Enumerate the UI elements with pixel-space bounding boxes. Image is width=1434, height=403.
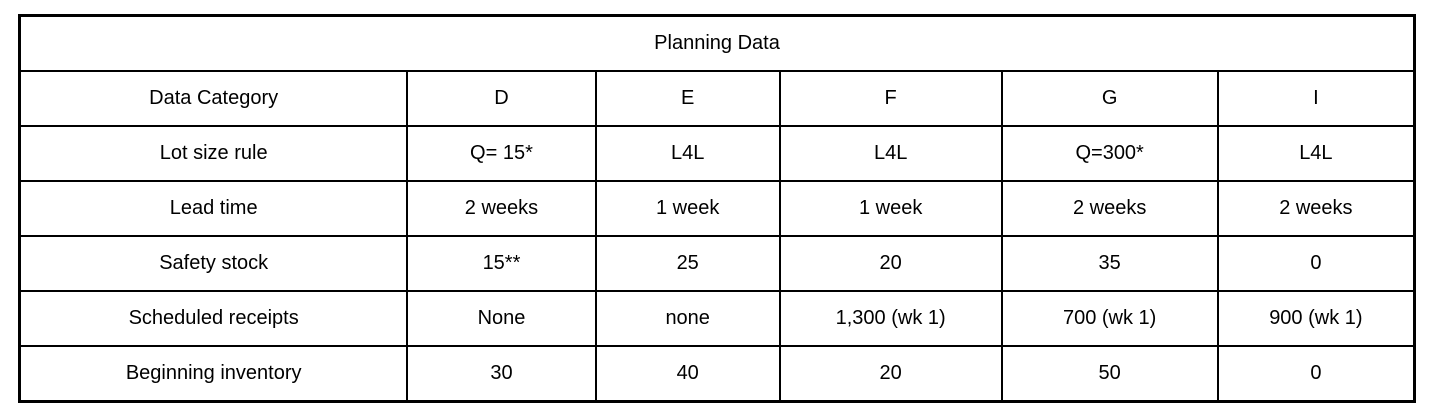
table-cell: Q=300* [1000, 125, 1219, 182]
table-cell: 1,300 (wk 1) [778, 290, 1003, 347]
table-cell: 35 [1000, 235, 1219, 292]
table-cell: 25 [594, 235, 781, 292]
column-header-e: E [594, 70, 781, 127]
table-cell: L4L [1216, 125, 1416, 182]
row-label: Lead time [18, 180, 409, 237]
table-cell: 700 (wk 1) [1000, 290, 1219, 347]
table-row-lead-time: Lead time 2 weeks 1 week 1 week 2 weeks … [18, 180, 1416, 237]
table-cell: 2 weeks [1216, 180, 1416, 237]
table-row-safety-stock: Safety stock 15** 25 20 35 0 [18, 235, 1416, 292]
table-cell: 0 [1216, 345, 1416, 403]
column-header-d: D [406, 70, 597, 127]
table-row-scheduled-receipts: Scheduled receipts None none 1,300 (wk 1… [18, 290, 1416, 347]
column-header-g: G [1000, 70, 1219, 127]
table-cell: 50 [1000, 345, 1219, 403]
row-label: Lot size rule [18, 125, 409, 182]
column-header-data-category: Data Category [18, 70, 409, 127]
column-header-i: I [1216, 70, 1416, 127]
row-label: Beginning inventory [18, 345, 409, 403]
row-label: Scheduled receipts [18, 290, 409, 347]
table-cell: 0 [1216, 235, 1416, 292]
table-cell: 900 (wk 1) [1216, 290, 1416, 347]
table-cell: L4L [594, 125, 781, 182]
table-cell: 2 weeks [1000, 180, 1219, 237]
table-row-lot-size-rule: Lot size rule Q= 15* L4L L4L Q=300* L4L [18, 125, 1416, 182]
column-header-f: F [778, 70, 1003, 127]
row-label: Safety stock [18, 235, 409, 292]
table-cell: 15** [406, 235, 597, 292]
table-cell: 2 weeks [406, 180, 597, 237]
table-cell: 20 [778, 345, 1003, 403]
table-cell: L4L [778, 125, 1003, 182]
table-row-beginning-inventory: Beginning inventory 30 40 20 50 0 [18, 345, 1416, 403]
table-title: Planning Data [18, 14, 1416, 72]
table-cell: 1 week [778, 180, 1003, 237]
table-cell: 40 [594, 345, 781, 403]
title-row: Planning Data [18, 14, 1416, 72]
table-cell: None [406, 290, 597, 347]
table-cell: 20 [778, 235, 1003, 292]
table-cell: none [594, 290, 781, 347]
table-cell: 30 [406, 345, 597, 403]
header-row: Data Category D E F G I [18, 70, 1416, 127]
planning-data-table: Planning Data Data Category D E F G I Lo… [18, 14, 1416, 403]
table-cell: 1 week [594, 180, 781, 237]
table-cell: Q= 15* [406, 125, 597, 182]
